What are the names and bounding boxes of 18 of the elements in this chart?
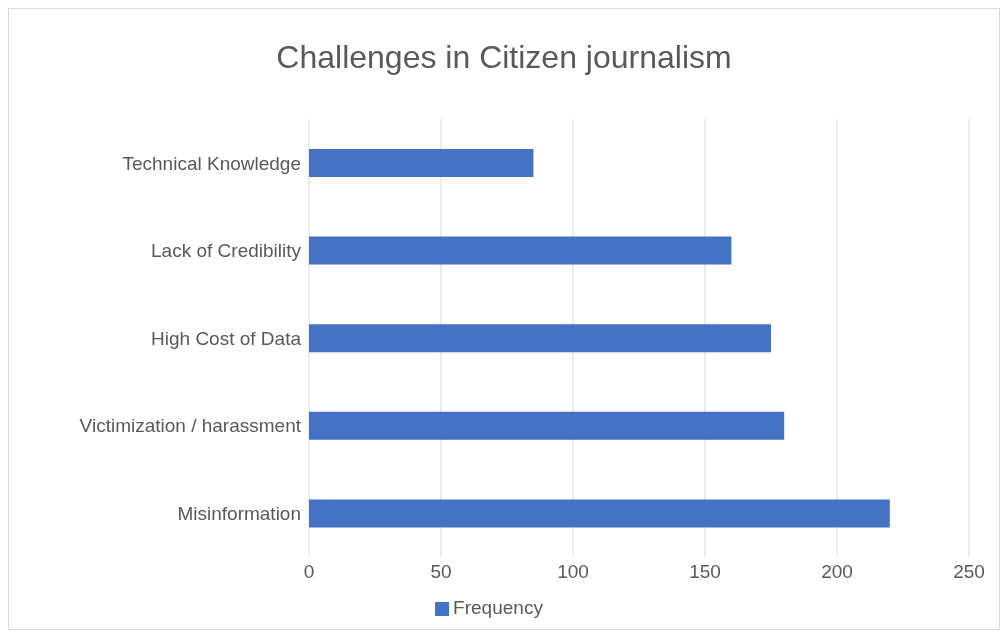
x-tick-label: 100 xyxy=(557,561,589,583)
x-tick-label: 150 xyxy=(689,561,721,583)
bar xyxy=(309,324,771,353)
y-tick-label: Lack of Credibility xyxy=(151,240,302,262)
bar xyxy=(309,236,732,265)
y-tick-label: Misinformation xyxy=(177,502,301,524)
x-tick-label: 50 xyxy=(430,561,452,583)
bar xyxy=(309,149,534,177)
bar xyxy=(309,411,785,440)
y-tick-label: Technical Knowledge xyxy=(122,152,301,174)
x-tick-label: 250 xyxy=(953,561,985,583)
chart-title: Challenges in Citizen journalism xyxy=(275,38,733,77)
y-tick-label: Victimization / harassment xyxy=(79,415,302,437)
bar xyxy=(309,499,890,528)
legend-label: Frequency xyxy=(453,597,543,618)
x-tick-label: 0 xyxy=(303,561,315,583)
x-tick-label: 200 xyxy=(821,561,853,583)
y-tick-label: High Cost of Data xyxy=(151,327,302,349)
